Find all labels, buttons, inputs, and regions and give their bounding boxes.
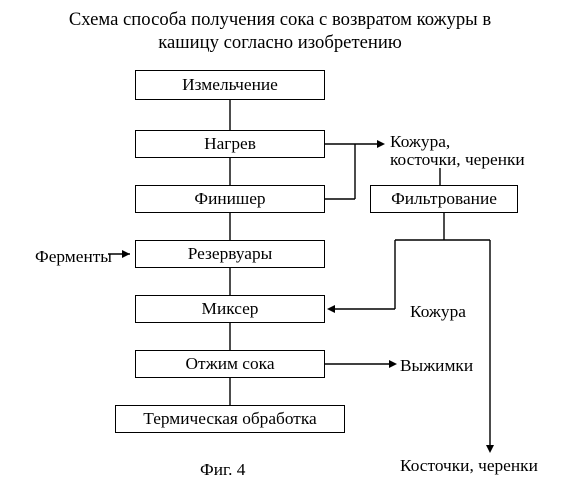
label-pomace: Выжимки: [400, 356, 473, 376]
node-press: Отжим сока: [135, 350, 325, 378]
node-grind: Измельчение: [135, 70, 325, 100]
node-thermal: Термическая обработка: [115, 405, 345, 433]
label-peel-seeds-2: косточки, черенки: [390, 150, 525, 170]
label-peel: Кожура: [410, 302, 466, 322]
diagram-canvas: Схема способа получения сока с возвратом…: [0, 0, 564, 500]
title-line1: Схема способа получения сока с возвратом…: [69, 9, 491, 30]
node-filter: Фильтрование: [370, 185, 518, 213]
node-filter-label: Фильтрование: [391, 189, 497, 209]
node-heat-label: Нагрев: [204, 134, 256, 154]
node-tanks-label: Резервуары: [188, 244, 273, 264]
node-thermal-label: Термическая обработка: [143, 409, 316, 429]
node-mixer-label: Миксер: [202, 299, 259, 319]
node-heat: Нагрев: [135, 130, 325, 158]
figure-label: Фиг. 4: [200, 460, 245, 480]
label-enzymes: Ферменты: [35, 247, 112, 267]
diagram-title: Схема способа получения сока с возвратом…: [60, 8, 500, 55]
node-finisher-label: Финишер: [194, 189, 265, 209]
title-line2: кашицу согласно изобретению: [158, 32, 402, 53]
node-finisher: Финишер: [135, 185, 325, 213]
node-press-label: Отжим сока: [185, 354, 274, 374]
label-seeds-stems: Косточки, черенки: [400, 456, 538, 476]
node-mixer: Миксер: [135, 295, 325, 323]
label-peel-seeds-1: Кожура,: [390, 132, 450, 152]
node-grind-label: Измельчение: [182, 75, 278, 95]
node-tanks: Резервуары: [135, 240, 325, 268]
